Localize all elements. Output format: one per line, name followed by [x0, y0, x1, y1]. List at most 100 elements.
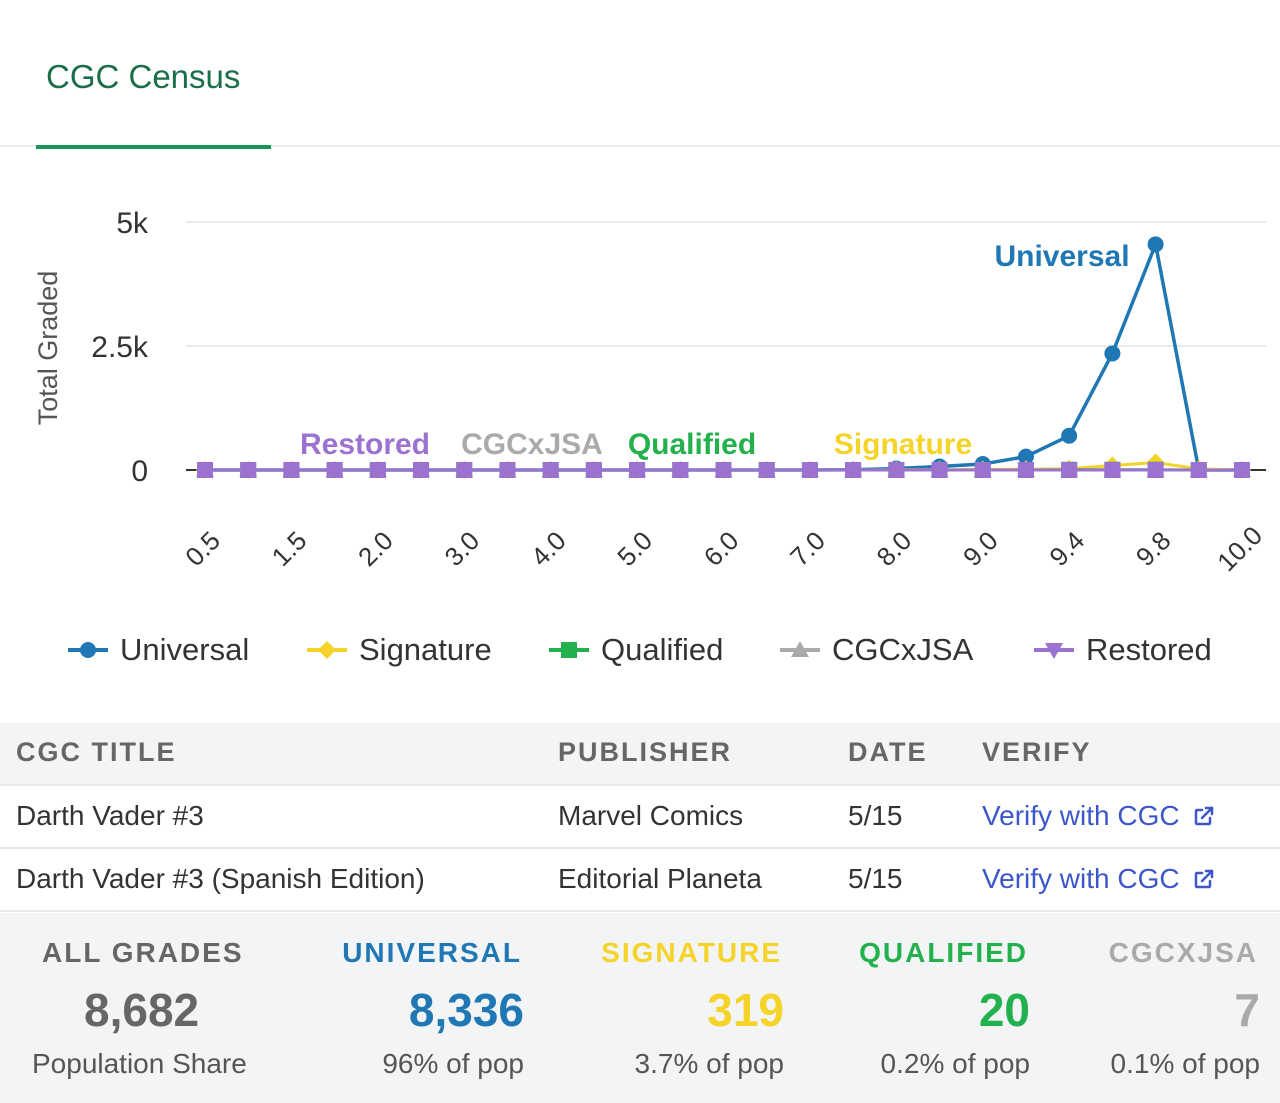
data-point	[1234, 462, 1250, 478]
series-label-restored: Restored	[300, 428, 430, 461]
titles-table: CGC TITLE PUBLISHER DATE VERIFY Darth Va…	[0, 723, 1280, 912]
square-marker-icon	[549, 642, 589, 658]
verify-with-cgc-link[interactable]: Verify with CGC	[982, 863, 1216, 895]
series-restored	[197, 462, 1250, 478]
x-tick-label: 4.0	[525, 525, 572, 572]
column-header-verify: VERIFY	[982, 737, 1092, 767]
x-tick-label: 9.8	[1130, 525, 1177, 572]
verify-link-label: Verify with CGC	[982, 800, 1180, 831]
tab-label: CGC Census	[46, 58, 241, 95]
table-header: CGC TITLE PUBLISHER DATE VERIFY	[0, 723, 1280, 786]
column-header-date: DATE	[848, 737, 928, 767]
x-tick-label: 0.5	[179, 525, 226, 572]
data-point	[1017, 448, 1034, 465]
data-point	[240, 462, 257, 478]
data-point	[1190, 462, 1207, 478]
stat-universal-label: UNIVERSAL	[342, 937, 522, 968]
data-point	[758, 462, 775, 478]
triangle-marker-icon	[780, 641, 820, 657]
data-point	[974, 462, 991, 478]
active-tab-indicator	[36, 145, 271, 149]
y-tick-label: 5k	[116, 207, 149, 240]
census-chart: 0 2.5k 5k Total Graded 0.5 1.5 2.0 3.0 4.0 5.0 6.0…	[0, 150, 1280, 720]
data-point	[801, 462, 818, 478]
stat-all-grades-sub: Population Share	[32, 1048, 247, 1079]
data-point	[1061, 427, 1078, 444]
series-label-qualified: Qualified	[628, 428, 756, 461]
column-header-title: CGC TITLE	[16, 737, 177, 767]
tab-bar: CGC Census	[0, 0, 1280, 149]
stat-cgcxjsa-label: CGCXJSA	[1108, 937, 1258, 968]
verify-with-cgc-link[interactable]: Verify with CGC	[982, 800, 1216, 832]
circle-marker-icon	[68, 642, 108, 658]
data-point	[1017, 462, 1034, 478]
verify-link-label: Verify with CGC	[982, 863, 1180, 894]
data-point	[845, 462, 862, 478]
stat-cgcxjsa-value: 7	[1234, 984, 1260, 1036]
external-link-icon	[1194, 869, 1213, 889]
data-point	[1147, 462, 1164, 478]
x-tick-label: 1.5	[266, 525, 313, 572]
data-point	[931, 462, 948, 478]
cell-title: Darth Vader #3 (Spanish Edition)	[16, 863, 425, 894]
cell-publisher: Editorial Planeta	[558, 863, 762, 894]
y-tick-label: 2.5k	[91, 331, 149, 364]
external-link-icon	[1194, 806, 1213, 826]
x-tick-label: 9.4	[1043, 525, 1090, 572]
x-tick-label: 9.0	[957, 525, 1004, 572]
cell-date: 5/15	[848, 863, 903, 894]
legend-item-restored[interactable]: Restored	[1032, 628, 1212, 672]
legend-label: CGCxJSA	[832, 632, 974, 667]
table-row: Darth Vader #3 Marvel Comics 5/15 Verify…	[0, 786, 1280, 849]
data-point	[1147, 236, 1164, 253]
diamond-marker-icon	[307, 641, 347, 659]
x-tick-label: 8.0	[871, 525, 918, 572]
stat-universal-sub: 96% of pop	[382, 1048, 524, 1079]
legend-item-cgcxjsa[interactable]: CGCxJSA	[778, 628, 973, 672]
column-header-publisher: PUBLISHER	[558, 737, 733, 767]
data-point	[1061, 462, 1078, 478]
data-point	[369, 462, 386, 478]
stat-qualified-label: QUALIFIED	[859, 937, 1028, 968]
data-point	[542, 462, 559, 478]
stat-qualified-sub: 0.2% of pop	[880, 1048, 1030, 1079]
x-tick-label: 10.0	[1211, 520, 1268, 577]
cell-date: 5/15	[848, 800, 903, 831]
population-stats: ALL GRADES 8,682 Population Share UNIVER…	[0, 913, 1280, 1103]
stat-signature-sub: 3.7% of pop	[634, 1048, 784, 1079]
legend-item-signature[interactable]: Signature	[305, 628, 492, 672]
data-point	[585, 462, 602, 478]
data-point	[499, 462, 516, 478]
stat-signature-label: SIGNATURE	[601, 937, 782, 968]
data-point	[715, 462, 732, 478]
data-point	[1104, 462, 1121, 478]
x-tick-label: 7.0	[784, 525, 831, 572]
y-tick-label: 0	[131, 455, 148, 488]
series-label-signature: Signature	[834, 428, 972, 461]
data-point	[326, 462, 343, 478]
cell-publisher: Marvel Comics	[558, 800, 744, 831]
legend-item-qualified[interactable]: Qualified	[547, 628, 723, 672]
x-tick-label: 6.0	[698, 525, 745, 572]
stat-qualified-value: 20	[978, 984, 1030, 1036]
x-tick-label: 5.0	[611, 525, 658, 572]
stat-all-grades-value: 8,682	[84, 984, 200, 1036]
stat-all-grades-label: ALL GRADES	[42, 937, 244, 968]
stat-universal-value: 8,336	[408, 984, 524, 1036]
x-tick-label: 2.0	[352, 525, 399, 572]
data-point	[283, 462, 300, 478]
stat-signature-value: 319	[707, 984, 784, 1036]
legend-label: Qualified	[601, 632, 724, 667]
data-point	[456, 462, 473, 478]
legend-label: Restored	[1086, 632, 1212, 667]
stat-cgcxjsa-sub: 0.1% of pop	[1110, 1048, 1260, 1079]
cell-title: Darth Vader #3	[16, 800, 204, 831]
tab-cgc-census[interactable]: CGC Census	[36, 0, 271, 149]
triangle-down-marker-icon	[1034, 643, 1074, 659]
data-point	[672, 462, 689, 478]
data-point	[1104, 345, 1121, 362]
legend-item-universal[interactable]: Universal	[66, 628, 249, 672]
data-point	[629, 462, 646, 478]
y-axis-label: Total Graded	[33, 271, 63, 426]
legend-label: Signature	[359, 632, 492, 667]
